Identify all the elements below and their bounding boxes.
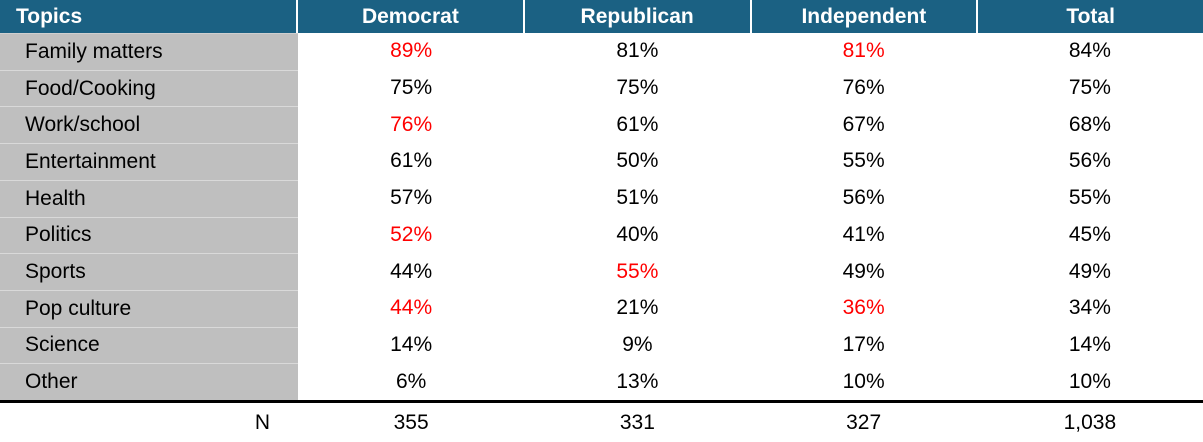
value-cell: 44% [298,253,525,290]
value-cell: 76% [750,69,977,107]
table-footer-n-row: N 355 331 327 1,038 [0,400,1203,442]
value-cell: 21% [524,289,751,327]
topic-cell: Politics [0,216,298,254]
value-cell: 61% [298,143,525,180]
value-cell: 41% [750,216,977,254]
value-cell: 6% [298,363,525,401]
value-cell: 75% [524,69,751,107]
value-cell: 75% [298,69,525,107]
table-row: Other 6% 13% 10% 10% [0,363,1203,401]
value-cell: 57% [298,179,525,217]
footer-n-republican: 331 [619,410,655,434]
table-row: Politics 52% 40% 41% 45% [0,216,1203,254]
column-header-republican: Republican [525,0,752,33]
footer-n-total: 1,038 [1063,410,1117,434]
value-cell-highlighted: 76% [298,106,525,144]
value-cell: 75% [976,69,1203,107]
value-cell: 49% [976,253,1203,290]
table-row: Health 57% 51% 56% 55% [0,179,1203,217]
topic-cell: Pop culture [0,289,298,327]
value-cell: 56% [750,179,977,217]
footer-n-democrat: 355 [393,410,429,434]
value-cell: 67% [750,106,977,144]
value-cell: 9% [524,326,751,364]
value-cell-highlighted: 55% [524,253,751,290]
table-row: Entertainment 61% 50% 55% 56% [0,143,1203,180]
value-cell: 51% [524,179,751,217]
value-cell-highlighted: 89% [298,33,525,70]
table-row: Sports 44% 55% 49% 49% [0,253,1203,290]
table-row: Science 14% 9% 17% 14% [0,326,1203,364]
value-cell: 68% [976,106,1203,144]
value-cell: 50% [524,143,751,180]
value-cell: 14% [976,326,1203,364]
column-header-independent: Independent [752,0,979,33]
value-cell-highlighted: 44% [298,289,525,327]
value-cell: 55% [750,143,977,180]
topic-cell: Food/Cooking [0,69,298,107]
value-cell-highlighted: 81% [750,33,977,70]
value-cell: 10% [750,363,977,401]
topic-cell: Health [0,179,298,217]
footer-n-label: N [254,410,270,434]
value-cell-highlighted: 36% [750,289,977,327]
value-cell: 13% [524,363,751,401]
value-cell: 81% [524,33,751,70]
column-header-democrat: Democrat [298,0,525,33]
value-cell: 49% [750,253,977,290]
value-cell: 84% [976,33,1203,70]
topic-cell: Sports [0,253,298,290]
value-cell: 14% [298,326,525,364]
topic-cell: Work/school [0,106,298,144]
value-cell-highlighted: 52% [298,216,525,254]
value-cell: 34% [976,289,1203,327]
value-cell: 55% [976,179,1203,217]
column-header-topics: Topics [0,0,298,33]
table-row: Pop culture 44% 21% 36% 34% [0,289,1203,327]
value-cell: 40% [524,216,751,254]
table-row: Family matters 89% 81% 81% 84% [0,33,1203,70]
topic-cell: Science [0,326,298,364]
value-cell: 17% [750,326,977,364]
table-row: Work/school 76% 61% 67% 68% [0,106,1203,144]
footer-n-independent: 327 [846,410,882,434]
table-row: Food/Cooking 75% 75% 76% 75% [0,69,1203,107]
table-header: Topics Democrat Republican Independent T… [0,0,1203,33]
value-cell: 61% [524,106,751,144]
column-header-total: Total [1066,4,1115,28]
topic-cell: Other [0,363,298,401]
value-cell: 10% [976,363,1203,401]
value-cell: 56% [976,143,1203,180]
topic-cell: Family matters [0,33,298,70]
table-body: Family matters 89% 81% 81% 84% Food/Cooking 75… [0,33,1203,401]
topic-cell: Entertainment [0,143,298,180]
value-cell: 45% [976,216,1203,254]
